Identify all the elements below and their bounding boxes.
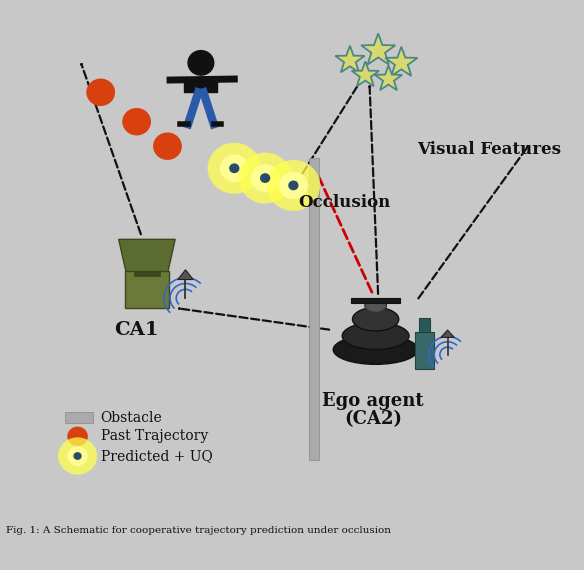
Circle shape <box>267 160 320 211</box>
Circle shape <box>188 51 214 75</box>
Circle shape <box>251 164 280 192</box>
Text: Ego agent: Ego agent <box>322 392 424 410</box>
Circle shape <box>288 181 298 190</box>
Polygon shape <box>375 66 402 90</box>
Bar <box>65 412 93 423</box>
Circle shape <box>229 164 239 173</box>
Bar <box>351 298 400 303</box>
Text: Visual Features: Visual Features <box>417 141 561 157</box>
Circle shape <box>279 172 308 199</box>
Circle shape <box>238 153 292 203</box>
Circle shape <box>220 154 249 182</box>
Circle shape <box>86 79 115 106</box>
Text: Past Trajectory: Past Trajectory <box>100 429 208 443</box>
Polygon shape <box>441 330 454 337</box>
Ellipse shape <box>342 323 409 349</box>
Polygon shape <box>361 34 395 64</box>
Text: Obstacle: Obstacle <box>100 411 162 425</box>
Text: Predicted + UQ: Predicted + UQ <box>100 449 213 463</box>
Polygon shape <box>385 47 418 76</box>
Ellipse shape <box>365 299 387 312</box>
Polygon shape <box>335 46 364 72</box>
Bar <box>419 317 430 332</box>
Bar <box>134 271 160 276</box>
Circle shape <box>67 446 88 466</box>
Circle shape <box>74 452 82 460</box>
Circle shape <box>260 173 270 183</box>
Text: CA1: CA1 <box>114 321 159 339</box>
Text: Occlusion: Occlusion <box>298 194 391 211</box>
Bar <box>126 271 169 308</box>
Circle shape <box>122 108 151 136</box>
Polygon shape <box>352 62 379 86</box>
Circle shape <box>58 437 97 475</box>
Bar <box>310 158 319 460</box>
Circle shape <box>67 426 88 446</box>
Circle shape <box>207 142 261 194</box>
Ellipse shape <box>333 335 418 364</box>
Circle shape <box>153 132 182 160</box>
Text: (CA2): (CA2) <box>344 410 402 428</box>
Ellipse shape <box>353 307 399 331</box>
Bar <box>415 332 434 369</box>
Text: Fig. 1: A Schematic for cooperative trajectory prediction under occlusion: Fig. 1: A Schematic for cooperative traj… <box>6 526 391 535</box>
Polygon shape <box>119 239 175 274</box>
Polygon shape <box>178 270 193 279</box>
